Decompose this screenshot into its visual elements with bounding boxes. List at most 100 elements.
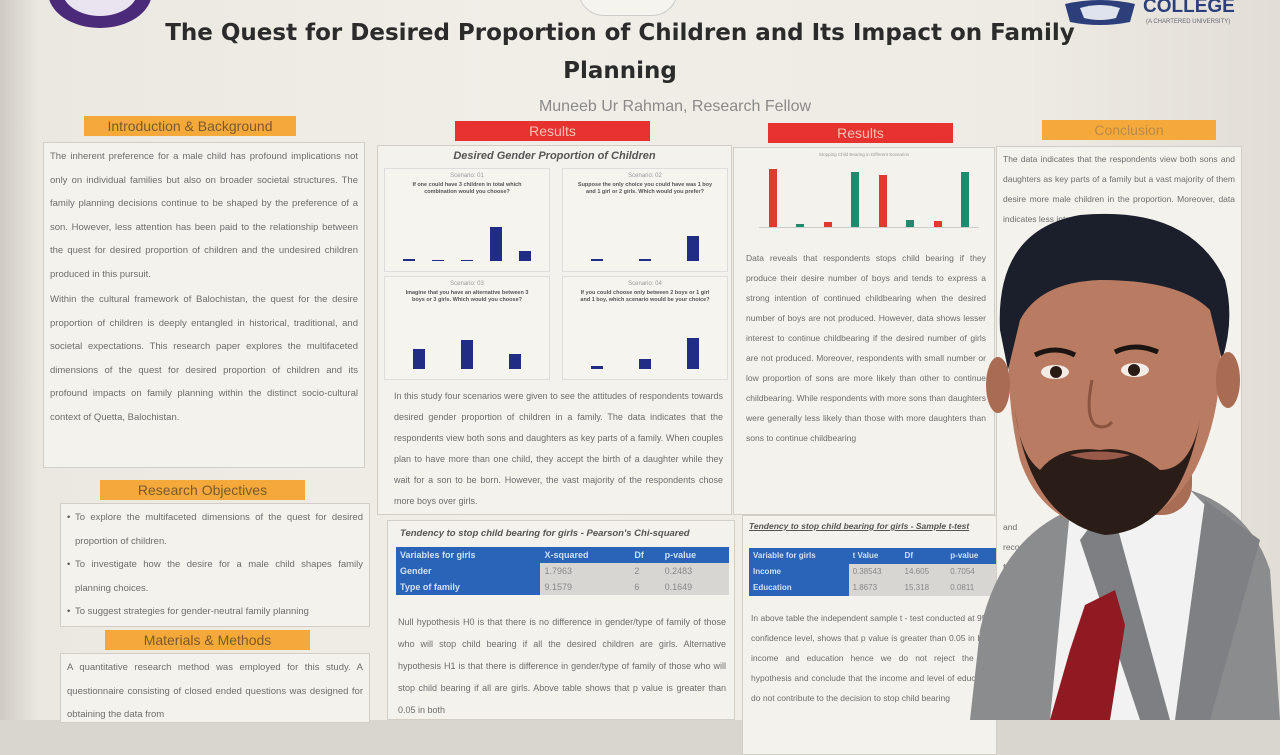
table-row: Education 1.8673 15.318 0.0811 bbox=[749, 580, 996, 596]
scenario-bar bbox=[591, 259, 603, 261]
table-cell: 2 bbox=[630, 563, 661, 579]
table-cell: 6 bbox=[630, 579, 661, 595]
poster-author: Muneeb Ur Rahman, Research Fellow bbox=[538, 98, 812, 115]
results2-text: Data reveals that respondents stops chil… bbox=[746, 253, 986, 443]
results1-table-box: Tendency to stop child bearing for girls… bbox=[387, 520, 735, 720]
scenario-bar bbox=[687, 235, 699, 261]
table-cell: 0.1649 bbox=[660, 579, 729, 595]
methods-box: A quantitative research method was emplo… bbox=[60, 653, 370, 723]
stop-childbearing-bar bbox=[961, 171, 970, 227]
scenario-chart: Scenario: 04 If you could choose only bet… bbox=[562, 276, 728, 380]
intro-box: The inherent preference for a male child… bbox=[43, 142, 365, 468]
poster-title: The Quest for Desired Proportion of Chil… bbox=[165, 20, 1075, 84]
table-header-cell: p-value bbox=[946, 548, 996, 564]
table-header-row: Variables for girls X-squared Df p-value bbox=[396, 547, 729, 563]
scenario-bar bbox=[639, 358, 651, 369]
results2-table-box: Tendency to stop child bearing for girls… bbox=[742, 515, 997, 755]
scenario-bar bbox=[432, 260, 445, 261]
scenario-bar bbox=[518, 250, 531, 261]
beard bbox=[1015, 410, 1200, 535]
table-cell: 0.7054 bbox=[946, 564, 996, 580]
results1-box: Desired Gender Proportion of Children Sc… bbox=[377, 145, 732, 515]
scenario-question: If you could choose only between 2 boys … bbox=[580, 290, 710, 303]
college-logo-subtext: (A CHARTERED UNIVERSITY) bbox=[1146, 19, 1231, 25]
table-row: Type of family 9.1579 6 0.1649 bbox=[396, 579, 729, 595]
scenario-chart: Scenario: 03 Imagine that you have an alt… bbox=[384, 276, 550, 380]
table-row: Gender 1.7963 2 0.2483 bbox=[396, 563, 729, 579]
table-cell: Gender bbox=[396, 563, 541, 579]
table-cell: 15.318 bbox=[900, 580, 947, 596]
t-test-table-title: Tendency to stop child bearing for girls… bbox=[749, 521, 970, 531]
table-cell: 0.2483 bbox=[660, 563, 729, 579]
table-cell: 1.7963 bbox=[540, 563, 631, 579]
stop-childbearing-bar bbox=[851, 171, 860, 227]
scenario-label: Scenario: 01 bbox=[450, 173, 484, 179]
scenario-label: Scenario: 03 bbox=[450, 281, 484, 287]
college-logo-text: COLLEGE bbox=[1143, 0, 1235, 17]
results-heading-1: Results bbox=[455, 121, 650, 141]
results2-bar-chart bbox=[759, 168, 979, 228]
table-cell: 0.0811 bbox=[946, 580, 996, 596]
scenario-bar bbox=[461, 340, 473, 369]
table-header-cell: X-squared bbox=[540, 547, 631, 563]
chart-title: Desired Gender Proportion of Children bbox=[453, 150, 656, 162]
university-logo-left bbox=[49, 0, 151, 28]
scenario-bar bbox=[639, 259, 651, 261]
red-tie bbox=[1050, 590, 1125, 720]
scenario-chart: Scenario: 01 If one could have 3 children… bbox=[384, 168, 550, 272]
stop-childbearing-bar bbox=[768, 169, 777, 227]
table-row: Income 0.38543 14.605 0.7054 bbox=[749, 564, 996, 580]
objectives-box: To explore the multifaceted dimensions o… bbox=[60, 503, 370, 627]
results1-text: In this study four scenarios were given … bbox=[394, 391, 723, 506]
table-header-cell: Df bbox=[900, 548, 947, 564]
table-cell: Type of family bbox=[396, 579, 541, 595]
objectives-heading: Research Objectives bbox=[100, 480, 305, 500]
results2-text2: In above table the independent sample t … bbox=[751, 613, 994, 703]
intro-paragraph: The inherent preference for a male child… bbox=[50, 151, 358, 280]
table-cell: 0.38543 bbox=[848, 564, 901, 580]
scenario-question: Imagine that you have an alternative bet… bbox=[405, 290, 529, 303]
table-cell: 1.8673 bbox=[848, 580, 901, 596]
methods-heading: Materials & Methods bbox=[105, 630, 310, 650]
scenario-label: Scenario: 04 bbox=[628, 281, 662, 287]
scenario-bar bbox=[489, 227, 502, 261]
table-cell: Income bbox=[749, 564, 849, 580]
stop-childbearing-bar bbox=[878, 174, 887, 227]
table-header-cell: Variables for girls bbox=[396, 547, 541, 563]
chi-square-table: Variables for girls X-squared Df p-value Gen… bbox=[396, 547, 729, 595]
table-cell: 9.1579 bbox=[540, 579, 631, 595]
objective-item: To suggest strategies for gender-neutral… bbox=[67, 600, 363, 624]
scenario-question: Suppose the only choice you could have w… bbox=[577, 182, 713, 195]
scenario-bar bbox=[591, 365, 603, 369]
t-test-table: Variable for girls t Value Df p-value Income… bbox=[749, 548, 996, 596]
results1-text2: Null hypothesis H0 is that there is no d… bbox=[398, 617, 726, 715]
scenario-bar bbox=[687, 338, 699, 369]
methods-text: A quantitative research method was emplo… bbox=[67, 662, 363, 720]
stop-childbearing-bar bbox=[906, 220, 915, 227]
stop-childbearing-bar bbox=[823, 222, 832, 227]
table-cell: Education bbox=[749, 580, 849, 596]
scenario-bar bbox=[509, 353, 521, 369]
scenario-question: If one could have 3 children in total wh… bbox=[412, 182, 522, 195]
objective-item: To explore the multifaceted dimensions o… bbox=[67, 506, 363, 553]
table-header-cell: Variable for girls bbox=[749, 548, 849, 564]
scenario-bar bbox=[460, 260, 473, 261]
scenario-chart: Scenario: 02 Suppose the only choice you … bbox=[562, 168, 728, 272]
results2-box: Stopping Child Bearing in Different Scen… bbox=[733, 147, 995, 515]
scenario-bar bbox=[403, 259, 416, 261]
conclusion-text: The data indicates that the respondents … bbox=[1003, 154, 1235, 224]
conclusion-heading: Conclusion bbox=[1042, 120, 1216, 140]
objective-item: To investigate how the desire for a male… bbox=[67, 553, 363, 600]
college-crest-icon bbox=[1065, 0, 1135, 25]
table-header-cell: p-value bbox=[660, 547, 729, 563]
results-heading-2: Results bbox=[768, 123, 953, 143]
table-header-row: Variable for girls t Value Df p-value bbox=[749, 548, 996, 564]
stop-childbearing-bar bbox=[933, 221, 942, 227]
chi-square-table-title: Tendency to stop child bearing for girls… bbox=[400, 528, 690, 539]
table-header-cell: Df bbox=[630, 547, 661, 563]
hair bbox=[999, 213, 1230, 370]
presenter-photo bbox=[970, 213, 1280, 720]
intro-heading: Introduction & Background bbox=[84, 116, 296, 136]
table-header-cell: t Value bbox=[848, 548, 901, 564]
table-cell: 14.605 bbox=[900, 564, 947, 580]
